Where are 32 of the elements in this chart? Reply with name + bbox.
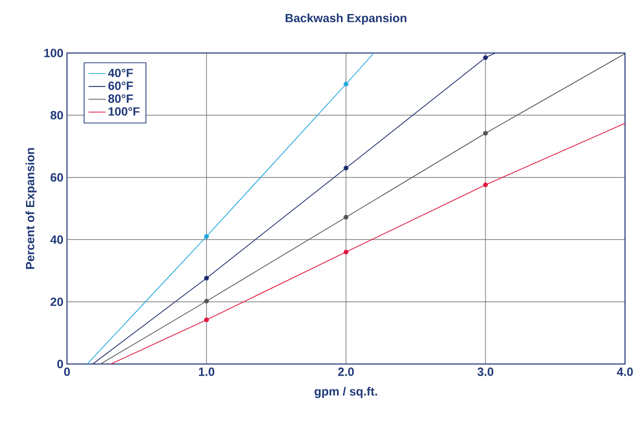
point (204, 317, 209, 322)
point (344, 214, 348, 220)
point (483, 55, 488, 60)
point (204, 276, 209, 281)
x-tick-label: 3.0 (477, 368, 494, 376)
legend-label: 60°F (108, 82, 133, 90)
line-series (86, 52, 374, 364)
y-axis-title: Percent of Expansion (26, 148, 37, 269)
point (344, 82, 348, 86)
x-axis-title: gpm / sq.ft. (314, 386, 378, 398)
line-series (100, 53, 626, 364)
y-tick-label: 20 (50, 298, 63, 306)
x-tick-label: 4.0 (616, 368, 633, 376)
line-series (110, 122, 626, 364)
y-tick-label: 40 (50, 235, 63, 244)
point (344, 166, 348, 170)
legend-label: 40°F (108, 68, 133, 78)
chart-title: Backwash Expansion (286, 14, 406, 25)
x-tick-label: 0 (64, 368, 70, 376)
y-tick-label: 100 (44, 48, 63, 58)
point (204, 234, 209, 239)
x-tick-label: 1.0 (198, 368, 214, 376)
point (344, 250, 348, 254)
y-tick-label: 0 (57, 360, 63, 368)
legend-label: 100°F (108, 107, 140, 116)
y-tick-label: 80 (50, 110, 63, 120)
legend-label: 80°F (108, 94, 133, 103)
point (483, 182, 488, 188)
y-tick-label: 60 (50, 173, 63, 182)
point (204, 298, 209, 304)
point (483, 130, 488, 136)
x-tick-label: 2.0 (338, 368, 354, 376)
